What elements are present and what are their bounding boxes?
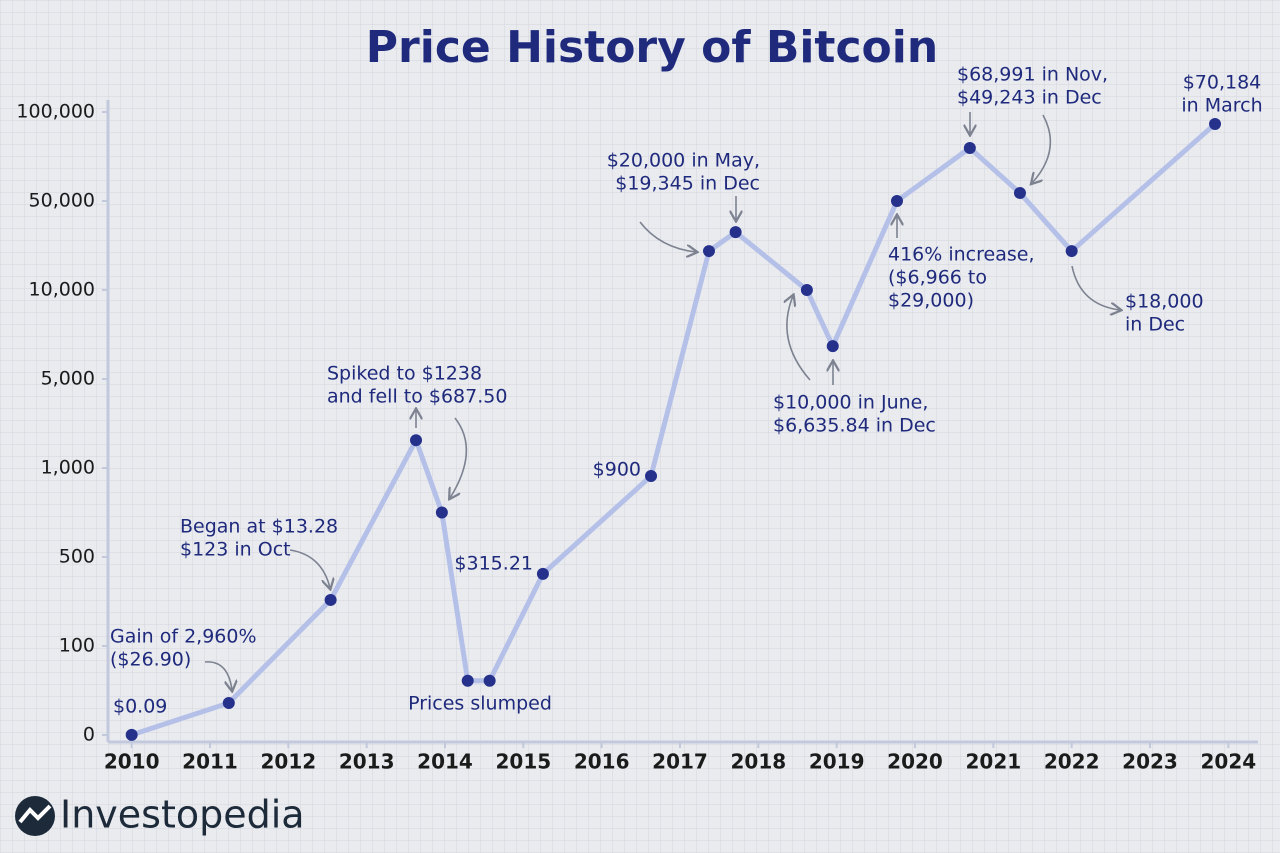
data-point xyxy=(1013,186,1026,199)
x-tick-label: 2017 xyxy=(652,750,708,774)
arrow xyxy=(289,549,330,588)
x-tick-label: 2018 xyxy=(730,750,786,774)
data-point xyxy=(702,245,715,258)
arrow xyxy=(1032,114,1052,183)
data-point xyxy=(729,226,742,239)
data-point xyxy=(324,593,337,606)
y-tick-label: 1,000 xyxy=(41,457,95,479)
x-tick-label: 2011 xyxy=(182,750,238,774)
arrow xyxy=(1071,265,1120,310)
annotation: $70,184 xyxy=(1183,72,1262,94)
x-tick-label: 2010 xyxy=(104,750,160,774)
annotation: $18,000 xyxy=(1125,291,1204,313)
price-line xyxy=(130,122,1217,738)
annotation: Began at $13.28 xyxy=(180,516,338,538)
arrow xyxy=(787,296,811,381)
annotation: $19,345 in Dec xyxy=(615,173,760,195)
arrow xyxy=(450,417,468,498)
data-point xyxy=(483,674,496,687)
annotation: $49,243 in Dec xyxy=(957,87,1102,109)
x-tick-label: 2019 xyxy=(809,750,865,774)
annotation: and fell to $687.50 xyxy=(327,386,507,408)
annotation: $900 xyxy=(593,459,641,481)
x-tick-label: 2022 xyxy=(1044,750,1100,774)
data-point xyxy=(963,141,976,154)
y-tick-label: 0 xyxy=(83,724,95,746)
y-tick-label: 5,000 xyxy=(41,368,95,390)
arrow xyxy=(639,221,696,252)
annotation: in March xyxy=(1181,95,1262,117)
data-point xyxy=(125,728,138,741)
x-tick-label: 2012 xyxy=(260,750,316,774)
data-point xyxy=(461,674,474,687)
y-tick-label: 100,000 xyxy=(16,101,95,123)
data-point xyxy=(435,506,448,519)
y-tick-label: 10,000 xyxy=(29,279,95,301)
data-point xyxy=(826,340,839,353)
data-point xyxy=(800,284,813,296)
annotation: $20,000 in May, xyxy=(607,150,760,172)
annotation: in Dec xyxy=(1125,314,1185,336)
annotation: $0.09 xyxy=(113,696,167,718)
arrows xyxy=(204,112,1120,690)
x-tick-label: 2021 xyxy=(965,750,1021,774)
arrow xyxy=(204,661,232,690)
annotation: $123 in Oct xyxy=(180,539,291,561)
data-point xyxy=(1065,245,1078,258)
y-tick-label: 50,000 xyxy=(29,190,95,212)
x-tick-label: 2023 xyxy=(1122,750,1178,774)
annotation: 416% increase, xyxy=(888,244,1034,266)
x-tick-label: 2013 xyxy=(339,750,395,774)
data-point xyxy=(410,434,423,447)
data-point xyxy=(645,470,658,483)
data-point xyxy=(222,696,235,709)
annotation: $10,000 in June, xyxy=(773,392,928,414)
annotation: ($26.90) xyxy=(110,649,191,671)
x-tick-label: 2016 xyxy=(574,750,630,774)
annotation: Spiked to $1238 xyxy=(327,363,482,385)
brand: Investopedia xyxy=(60,793,305,837)
logo: Investopedia xyxy=(15,793,305,837)
data-point xyxy=(536,567,549,580)
data-point xyxy=(1209,118,1222,131)
y-tick-label: 100 xyxy=(59,635,95,657)
annotation: Prices slumped xyxy=(408,693,552,715)
chart-title: Price History of Bitcoin xyxy=(366,22,938,73)
x-tick-label: 2020 xyxy=(887,750,943,774)
annotation: $315.21 xyxy=(454,553,533,575)
logo-mark xyxy=(18,804,52,824)
data-point xyxy=(890,195,903,207)
x-tick-label: 2014 xyxy=(417,750,473,774)
annotation: $29,000) xyxy=(888,290,974,312)
x-tick-label: 2015 xyxy=(495,750,551,774)
annotation: Gain of 2,960% xyxy=(110,626,257,648)
y-tick-label: 500 xyxy=(59,546,95,568)
annotation: $68,991 in Nov, xyxy=(957,64,1108,86)
annotation: ($6,966 to xyxy=(888,267,987,289)
annotation: $6,635.84 in Dec xyxy=(773,415,936,437)
x-tick-label: 2024 xyxy=(1200,750,1256,774)
